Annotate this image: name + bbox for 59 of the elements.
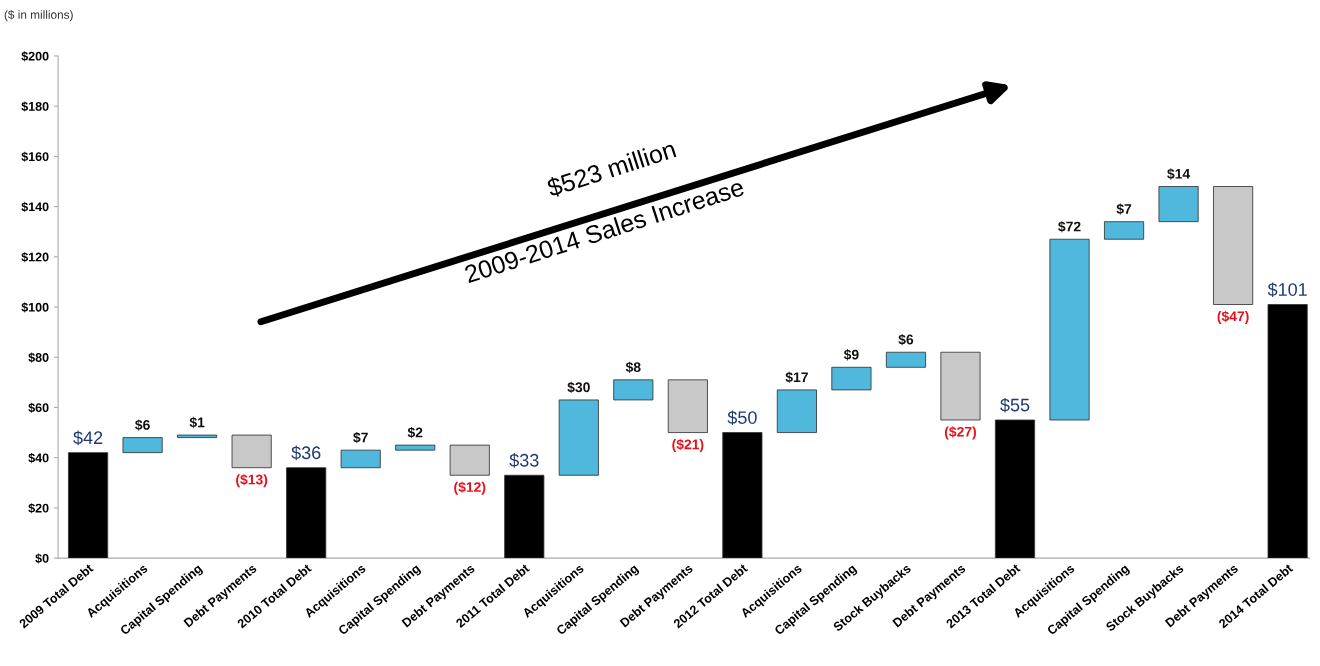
bar	[1213, 186, 1254, 305]
data-label: $7	[1116, 203, 1132, 215]
data-label: $6	[898, 334, 914, 346]
data-label: $14	[1167, 168, 1191, 180]
text: ($ in millions)	[4, 9, 73, 22]
data-label: $17	[785, 371, 808, 384]
data-label: $2	[407, 426, 423, 439]
bar	[395, 444, 436, 451]
data-label: ($47)	[1217, 310, 1249, 324]
data-label: $55	[1000, 397, 1030, 413]
bar	[340, 449, 381, 469]
data-label: ($13)	[236, 474, 268, 488]
bar	[1267, 304, 1308, 559]
data-label: $1	[189, 416, 205, 429]
bar	[667, 379, 708, 433]
data-label: $36	[291, 445, 321, 461]
annotation: $523 million	[545, 139, 677, 199]
bar	[1158, 186, 1199, 223]
data-label: $72	[1058, 221, 1081, 233]
data-label: ($27)	[944, 426, 976, 440]
data-label: $30	[567, 381, 590, 394]
bar	[558, 399, 599, 476]
bar	[722, 432, 763, 559]
data-label: $6	[135, 419, 150, 431]
y-tick-label: $180	[21, 101, 49, 112]
data-label: ($21)	[672, 438, 704, 453]
data-label: $42	[73, 430, 103, 446]
data-label: $9	[843, 349, 859, 361]
y-tick-label: $20	[28, 503, 49, 514]
bar	[68, 452, 109, 559]
bar	[776, 389, 817, 433]
data-label: $33	[509, 453, 539, 468]
y-tick-label: $120	[21, 252, 49, 263]
y-tick-label: $80	[28, 352, 49, 363]
bar	[831, 366, 872, 391]
bar	[177, 434, 218, 439]
y-tick-label: $40	[28, 452, 49, 464]
y-tick-label: $60	[28, 402, 49, 413]
bar	[286, 467, 327, 559]
bar	[994, 419, 1036, 559]
bar	[613, 379, 654, 401]
y-tick-label: $140	[21, 201, 49, 213]
data-label: $7	[353, 431, 368, 444]
bar	[504, 474, 545, 559]
bar	[449, 444, 490, 476]
bar	[1049, 238, 1090, 421]
data-label: ($12)	[454, 481, 486, 495]
bar	[885, 351, 926, 368]
y-tick-label: $160	[21, 151, 49, 162]
bar	[231, 434, 272, 469]
y-tick-label: $200	[21, 51, 49, 62]
data-label: $8	[625, 361, 641, 373]
data-label: $101	[1267, 282, 1307, 297]
bar	[122, 437, 163, 454]
data-label: $50	[727, 410, 757, 426]
y-tick-label: $100	[21, 302, 49, 313]
bar	[940, 351, 981, 421]
y-tick-label: $0	[35, 553, 49, 564]
bar	[1104, 221, 1145, 240]
